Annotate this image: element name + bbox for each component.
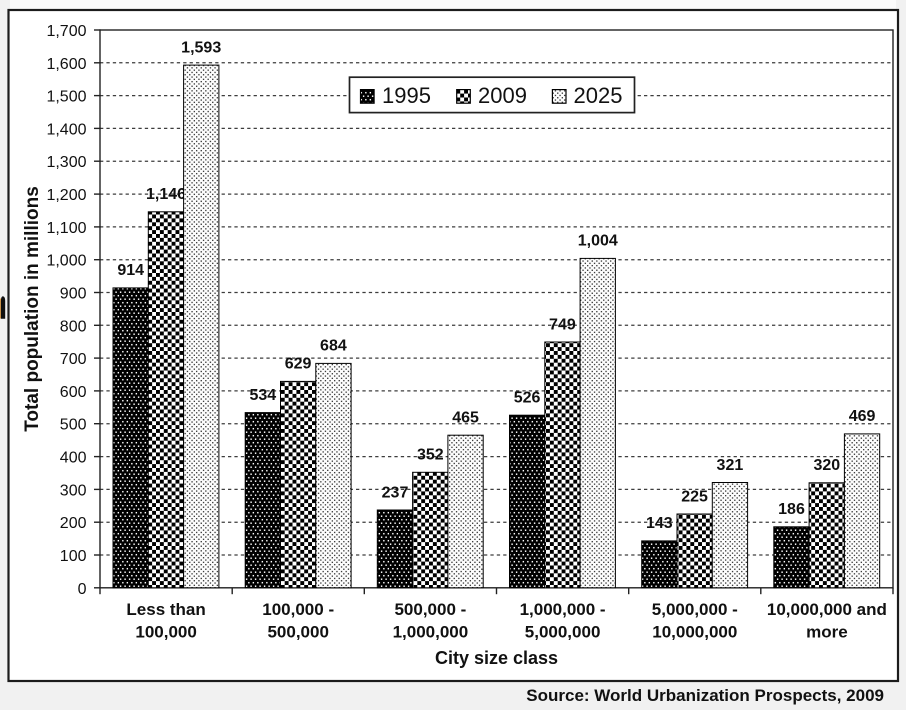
svg-text:100,000: 100,000 [135,623,196,642]
svg-text:1,200: 1,200 [46,187,86,204]
svg-text:469: 469 [849,408,876,425]
svg-text:1,000,000: 1,000,000 [393,623,469,642]
svg-text:500,000 -: 500,000 - [394,600,466,619]
svg-text:400: 400 [60,450,87,467]
svg-text:900: 900 [60,286,87,303]
svg-text:186: 186 [778,501,805,518]
svg-text:1,004: 1,004 [578,233,618,250]
svg-text:352: 352 [417,447,444,464]
svg-text:5,000,000 -: 5,000,000 - [652,600,738,619]
svg-text:629: 629 [285,356,312,373]
svg-text:1,700: 1,700 [46,23,86,40]
svg-text:500,000: 500,000 [267,623,328,642]
svg-text:1,000: 1,000 [46,253,86,270]
svg-text:Total population in millions: Total population in millions [22,186,43,432]
svg-text:0: 0 [78,581,87,598]
svg-text:Source: World Urbanization Pro: Source: World Urbanization Prospects, 20… [526,686,884,705]
svg-text:1,600: 1,600 [46,56,86,73]
svg-text:300: 300 [60,482,87,499]
svg-text:1,100: 1,100 [46,220,86,237]
svg-text:143: 143 [646,515,673,532]
svg-text:2009: 2009 [478,83,527,108]
svg-text:Less than: Less than [126,600,205,619]
svg-text:1,300: 1,300 [46,154,86,171]
svg-text:1,400: 1,400 [46,121,86,138]
svg-text:2025: 2025 [574,83,623,108]
svg-text:600: 600 [60,384,87,401]
svg-text:more: more [806,623,848,642]
svg-text:1,593: 1,593 [181,39,221,56]
svg-text:10,000,000 and: 10,000,000 and [767,600,887,619]
svg-text:237: 237 [382,484,409,501]
svg-text:526: 526 [514,390,541,407]
svg-text:700: 700 [60,351,87,368]
svg-text:1,146: 1,146 [146,186,186,203]
svg-text:1,000,000 -: 1,000,000 - [520,600,606,619]
svg-text:534: 534 [249,387,276,404]
svg-text:500: 500 [60,417,87,434]
svg-text:749: 749 [549,316,576,333]
svg-text:City size class: City size class [435,648,558,668]
svg-text:100: 100 [60,548,87,565]
svg-text:465: 465 [452,410,479,427]
svg-text:225: 225 [681,488,708,505]
svg-text:914: 914 [117,262,144,279]
svg-text:100,000 -: 100,000 - [262,600,334,619]
svg-text:320: 320 [813,457,840,474]
svg-text:321: 321 [717,457,744,474]
svg-text:5,000,000: 5,000,000 [525,623,601,642]
svg-text:1,500: 1,500 [46,89,86,106]
svg-text:684: 684 [320,338,347,355]
svg-text:200: 200 [60,515,87,532]
svg-text:10,000,000: 10,000,000 [652,623,737,642]
svg-text:1995: 1995 [382,83,431,108]
svg-text:800: 800 [60,318,87,335]
